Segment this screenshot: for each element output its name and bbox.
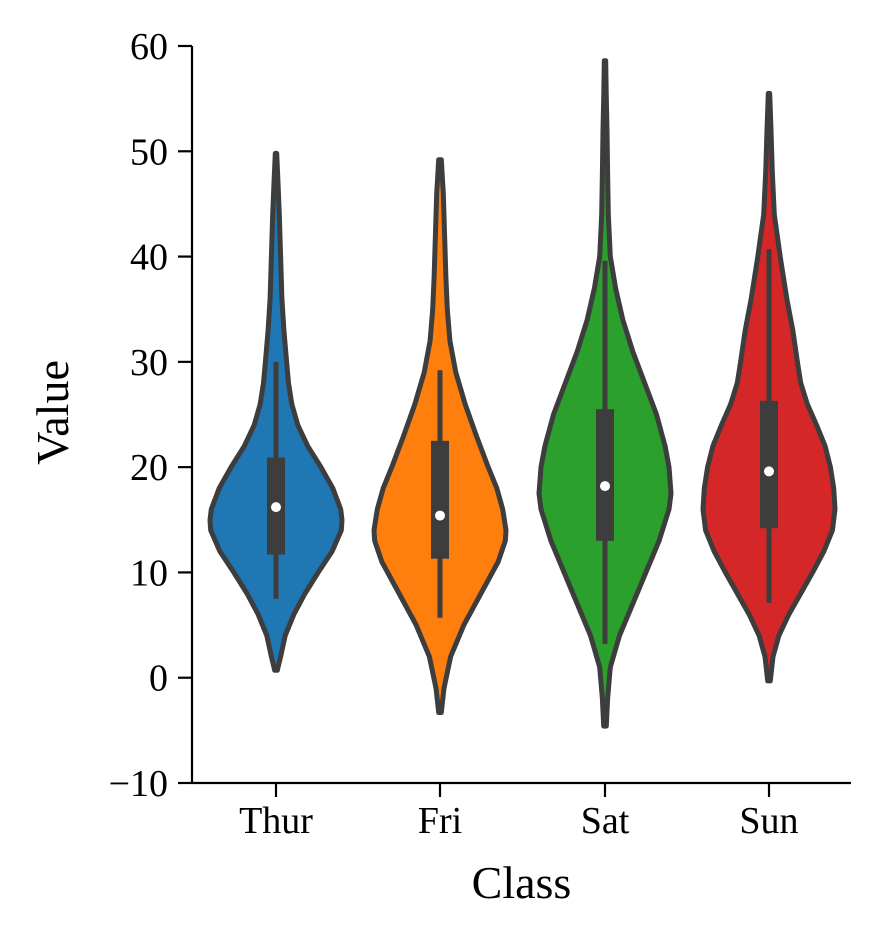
x-tick-label-thur: Thur (239, 800, 313, 842)
median-dot-thur (271, 502, 281, 513)
y-tick-label: 50 (130, 131, 168, 173)
violins-group (207, 58, 838, 729)
x-tick-label-fri: Fri (418, 800, 462, 842)
y-tick-label: 60 (130, 26, 168, 68)
x-tick-label-sat: Sat (581, 800, 630, 842)
y-tick-label: 0 (149, 658, 168, 700)
iqr-box-fri (431, 440, 449, 559)
x-tick-label-sun: Sun (739, 800, 798, 842)
y-tick-label: −10 (109, 763, 168, 805)
y-tick-label: 30 (130, 342, 168, 384)
median-dot-sat (600, 481, 610, 492)
iqr-box-sun (760, 400, 778, 529)
x-axis-title: Class (472, 857, 572, 908)
median-dot-sun (764, 466, 774, 477)
y-tick-label: 10 (130, 552, 168, 594)
y-tick-label: 40 (130, 237, 168, 279)
axes-group: −10 0 10 20 30 40 50 60 Thur Fri Sat Sun (109, 26, 851, 842)
median-dot-fri (435, 510, 445, 521)
y-tick-label: 20 (130, 447, 168, 489)
y-axis-title: Value (27, 360, 78, 465)
iqr-box-sat (596, 409, 614, 541)
